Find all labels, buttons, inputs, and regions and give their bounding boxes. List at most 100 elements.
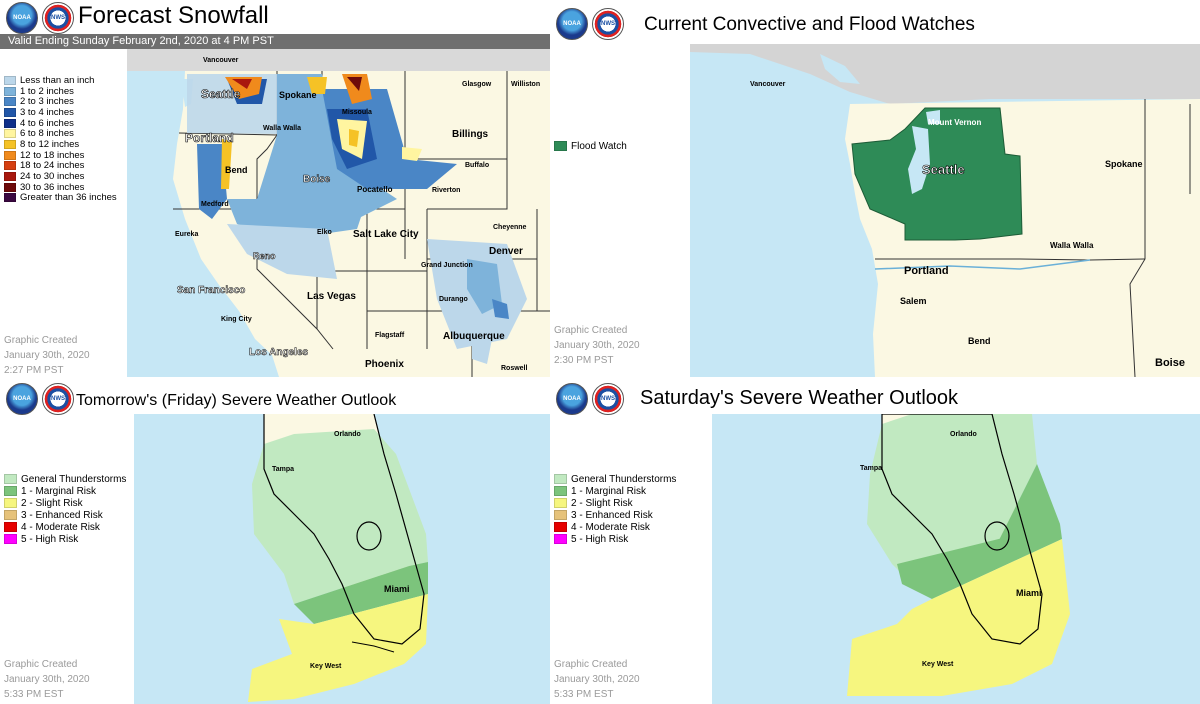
legend-item: 3 - Enhanced Risk xyxy=(554,509,676,521)
svg-text:Bend: Bend xyxy=(968,336,991,346)
svg-text:Reno: Reno xyxy=(253,251,276,261)
legend-swatch xyxy=(4,534,17,544)
legend-swatch xyxy=(4,97,16,107)
panel-title: Current Convective and Flood Watches xyxy=(644,14,975,35)
svg-text:Spokane: Spokane xyxy=(1105,159,1143,169)
svg-text:Seattle: Seattle xyxy=(201,87,241,101)
legend-item: Flood Watch xyxy=(554,140,627,152)
legend-label: 12 to 18 inches xyxy=(20,149,85,161)
svg-text:Orlando: Orlando xyxy=(334,431,361,438)
svg-text:Key West: Key West xyxy=(310,663,342,670)
legend-swatch xyxy=(4,139,16,149)
legend-label: 30 to 36 inches xyxy=(20,181,85,193)
snowfall-panel: NOAA NWS Forecast Snowfall Valid Ending … xyxy=(0,0,550,377)
legend-item: 4 to 6 inches xyxy=(4,118,117,129)
risk-legend: General Thunderstorms 1 - Marginal Risk 2 … xyxy=(554,473,676,545)
svg-text:Pocatello: Pocatello xyxy=(357,185,393,194)
created-stamp: Graphic Created January 30th, 2020 2:27 … xyxy=(4,335,90,376)
legend-item: Less than an inch xyxy=(4,75,117,86)
legend-item: 3 - Enhanced Risk xyxy=(4,509,126,521)
svg-text:Roswell: Roswell xyxy=(501,365,528,372)
panel-title: Saturday's Severe Weather Outlook xyxy=(640,387,959,409)
svg-text:Vancouver: Vancouver xyxy=(203,57,239,64)
legend-label: 1 to 2 inches xyxy=(20,85,74,97)
svg-text:Miami: Miami xyxy=(384,584,410,594)
legend-item: 30 to 36 inches xyxy=(4,182,117,193)
legend-swatch xyxy=(554,141,567,151)
agency-logos: NOAA NWS xyxy=(556,383,624,415)
legend-label: 8 to 12 inches xyxy=(20,138,80,150)
svg-text:Denver: Denver xyxy=(489,246,523,257)
svg-text:Tampa: Tampa xyxy=(272,466,294,473)
legend-swatch xyxy=(554,522,567,532)
noaa-logo: NOAA xyxy=(556,8,588,40)
svg-text:Portland: Portland xyxy=(904,265,949,277)
legend-swatch xyxy=(4,474,17,484)
legend-item: 1 - Marginal Risk xyxy=(4,485,126,497)
legend-label: 4 - Moderate Risk xyxy=(21,521,100,533)
legend-item: 3 to 4 inches xyxy=(4,107,117,118)
snowfall-map: Vancouver Glasgow Williston Seattle Spok… xyxy=(127,49,550,377)
svg-text:San Francisco: San Francisco xyxy=(177,285,245,296)
svg-text:Albuquerque: Albuquerque xyxy=(443,331,505,342)
svg-text:Elko: Elko xyxy=(317,229,332,236)
friday-outlook-panel: NOAA NWS Tomorrow's (Friday) Severe Weat… xyxy=(0,381,550,704)
legend-label: 2 - Slight Risk xyxy=(21,497,83,509)
svg-text:Mount Vernon: Mount Vernon xyxy=(928,118,981,127)
legend-swatch xyxy=(4,107,16,117)
svg-text:Grand Junction: Grand Junction xyxy=(421,262,473,269)
legend-swatch xyxy=(4,510,17,520)
legend-swatch xyxy=(4,118,16,128)
noaa-logo: NOAA xyxy=(6,383,38,415)
panel-title: Tomorrow's (Friday) Severe Weather Outlo… xyxy=(76,392,397,409)
legend-label: 2 to 3 inches xyxy=(20,96,74,108)
legend-item: 1 - Marginal Risk xyxy=(554,485,676,497)
watches-map: Vancouver Mount Vernon Seattle Spokane W… xyxy=(690,44,1200,377)
agency-logos: NOAA NWS xyxy=(6,2,74,34)
friday-map: Orlando Tampa Miami Key West xyxy=(134,414,550,704)
legend-item: 8 to 12 inches xyxy=(4,139,117,150)
svg-text:Cheyenne: Cheyenne xyxy=(493,224,527,231)
created-stamp: Graphic Created January 30th, 2020 2:30 … xyxy=(554,325,640,366)
legend-label: 3 - Enhanced Risk xyxy=(21,509,103,521)
legend-item: 1 to 2 inches xyxy=(4,86,117,97)
legend-label: Less than an inch xyxy=(20,74,95,86)
legend-label: Flood Watch xyxy=(571,140,627,152)
legend-label: 5 - High Risk xyxy=(571,533,629,545)
created-stamp: Graphic Created January 30th, 2020 5:33 … xyxy=(554,659,640,700)
legend-label: 1 - Marginal Risk xyxy=(21,485,97,497)
legend-swatch xyxy=(4,486,17,496)
legend-swatch xyxy=(554,474,567,484)
agency-logos: NOAA NWS xyxy=(6,383,74,415)
legend-swatch xyxy=(4,172,16,182)
legend-item: 2 to 3 inches xyxy=(4,96,117,107)
legend-label: 3 - Enhanced Risk xyxy=(571,509,653,521)
svg-text:Riverton: Riverton xyxy=(432,187,460,194)
legend-swatch xyxy=(4,522,17,532)
legend-label: General Thunderstorms xyxy=(571,473,677,485)
legend-swatch xyxy=(4,193,16,203)
legend-swatch xyxy=(4,182,16,192)
svg-text:Walla Walla: Walla Walla xyxy=(1050,241,1094,250)
legend-item: 5 - High Risk xyxy=(4,533,126,545)
svg-text:Billings: Billings xyxy=(452,129,489,140)
svg-text:Orlando: Orlando xyxy=(950,431,977,438)
legend-item: 24 to 30 inches xyxy=(4,171,117,182)
noaa-logo: NOAA xyxy=(556,383,588,415)
watch-legend: Flood Watch xyxy=(554,140,627,152)
svg-text:Los Angeles: Los Angeles xyxy=(249,347,309,358)
svg-text:Portland: Portland xyxy=(185,131,234,145)
nws-logo: NWS xyxy=(42,2,74,34)
watches-panel: NOAA NWS Current Convective and Flood Wa… xyxy=(550,0,1200,377)
snowfall-legend: Less than an inch 1 to 2 inches 2 to 3 inc… xyxy=(4,75,117,203)
legend-label: 4 - Moderate Risk xyxy=(571,521,650,533)
legend-item: 2 - Slight Risk xyxy=(4,497,126,509)
legend-item: 4 - Moderate Risk xyxy=(554,521,676,533)
legend-swatch xyxy=(554,486,567,496)
nws-logo: NWS xyxy=(592,383,624,415)
svg-text:Glasgow: Glasgow xyxy=(462,81,492,88)
nws-logo: NWS xyxy=(42,383,74,415)
svg-text:Spokane: Spokane xyxy=(279,90,317,100)
saturday-outlook-panel: NOAA NWS Saturday's Severe Weather Outlo… xyxy=(550,381,1200,704)
legend-item: 5 - High Risk xyxy=(554,533,676,545)
